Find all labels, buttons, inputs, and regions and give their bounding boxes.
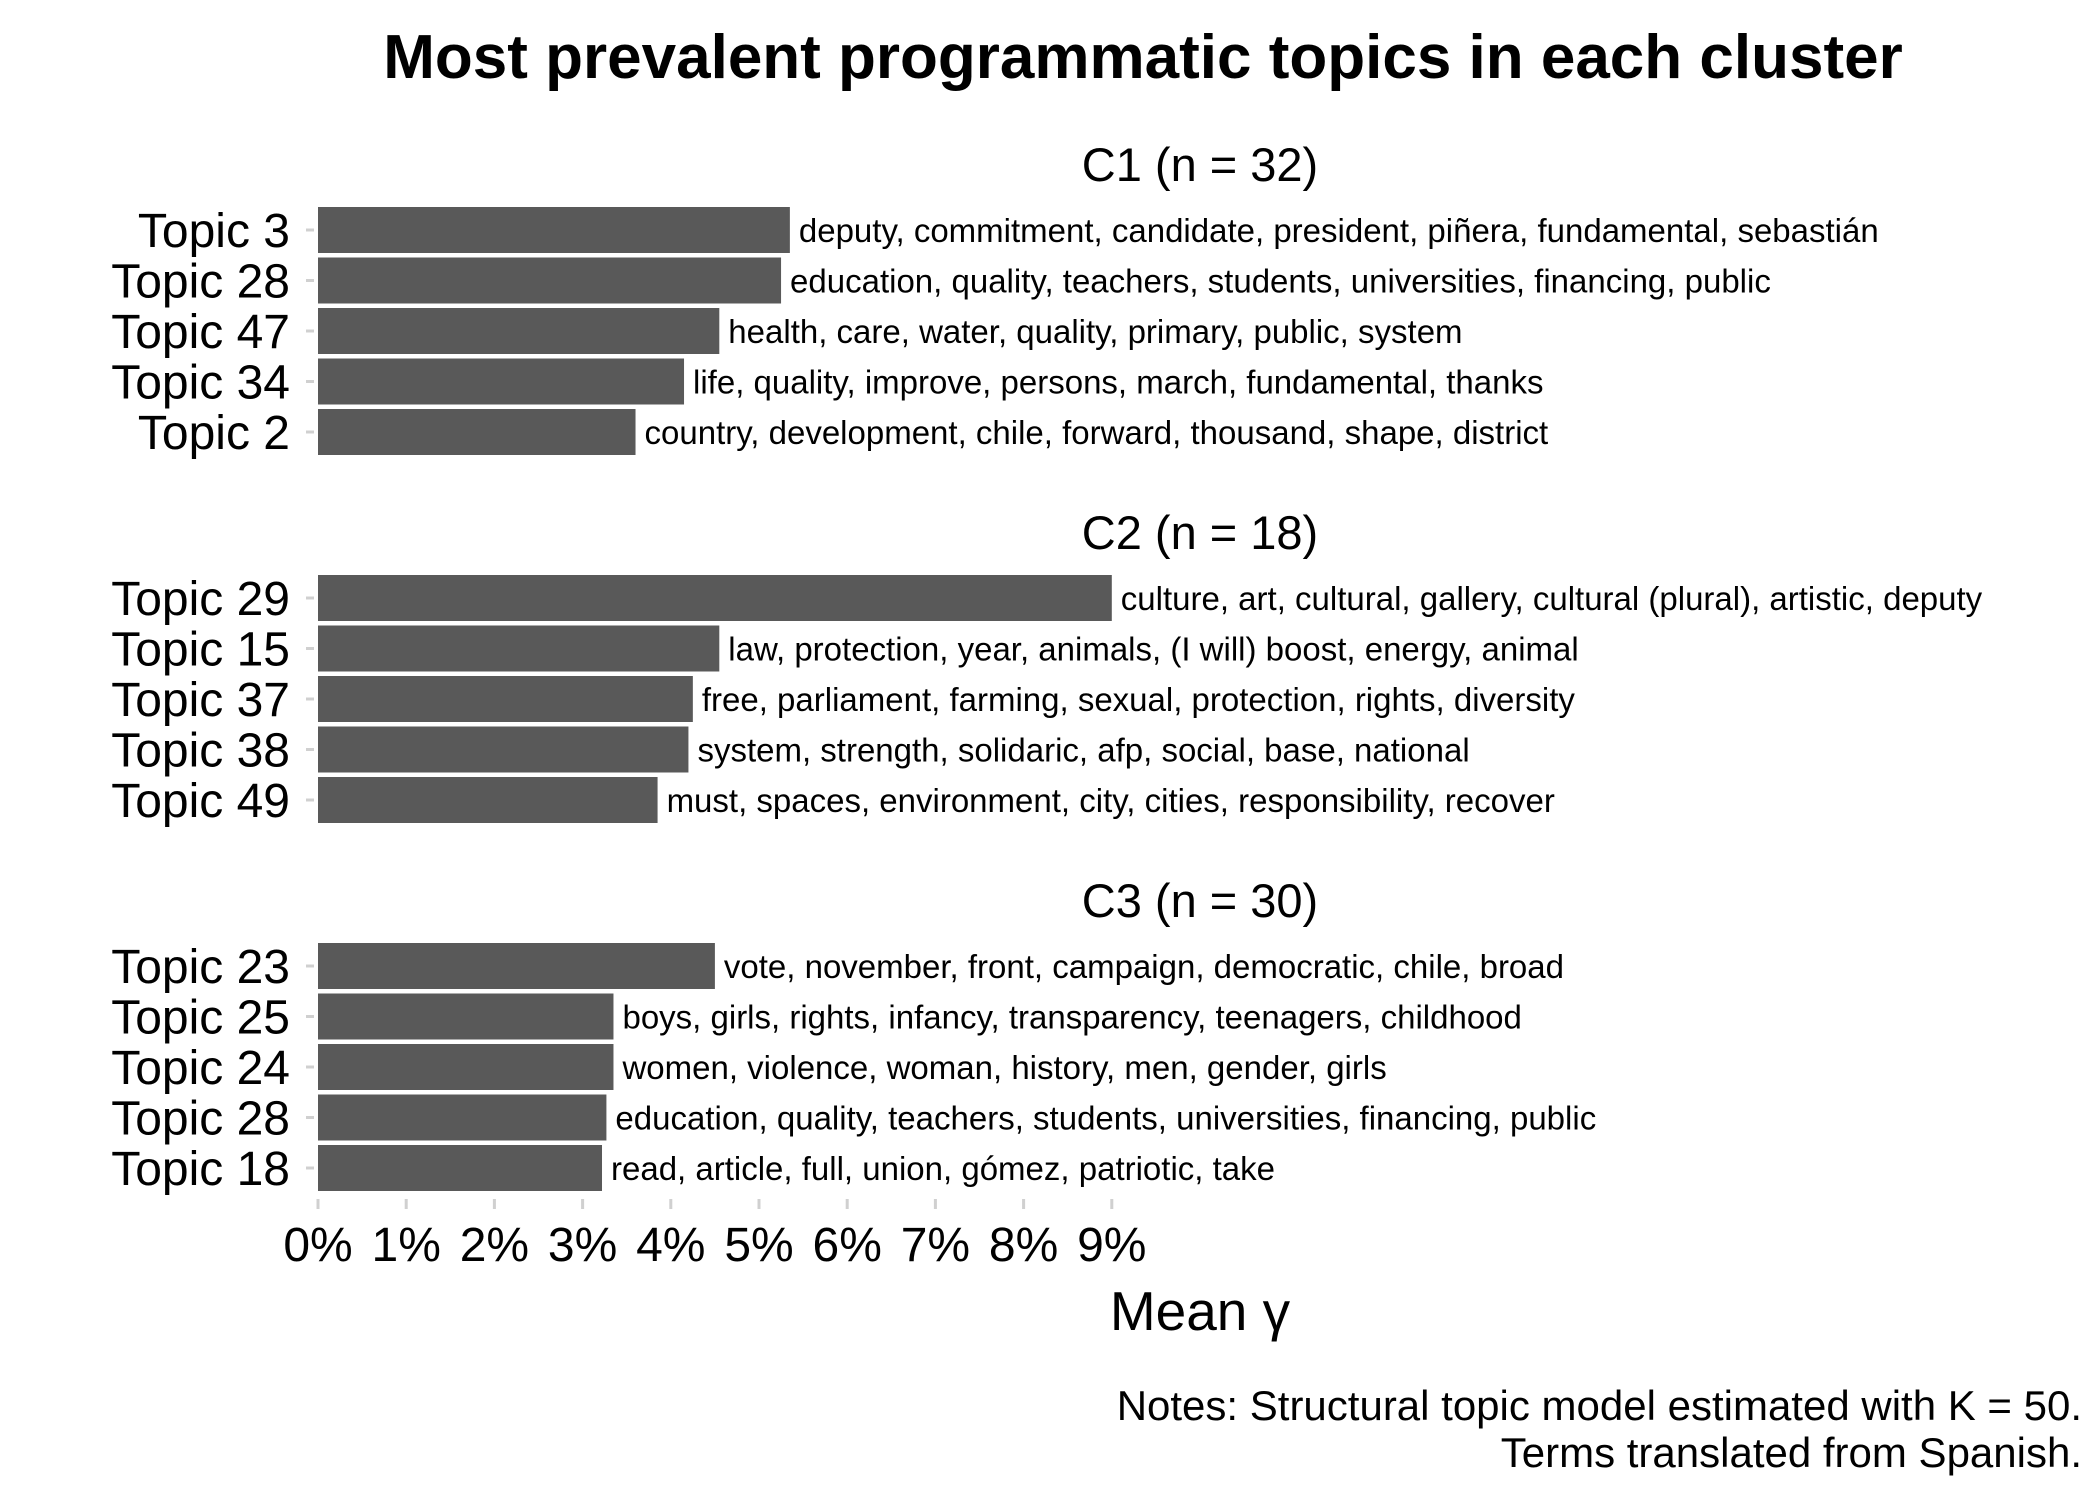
bar-terms-label: must, spaces, environment, city, cities,… <box>667 782 1555 819</box>
bar <box>318 676 693 722</box>
note-line-1: Notes: Structural topic model estimated … <box>1117 1382 2082 1429</box>
bar-terms-label: country, development, chile, forward, th… <box>645 414 1549 451</box>
bar <box>318 993 614 1040</box>
topic-label: Topic 15 <box>111 624 290 677</box>
topic-label: Topic 38 <box>111 725 290 778</box>
topic-label: Topic 18 <box>111 1143 290 1196</box>
topic-label: Topic 34 <box>111 357 290 410</box>
bar <box>318 358 685 405</box>
panel-2: C2 (n = 18) Topic 29 culture, art, cultura… <box>111 506 1982 828</box>
topic-label: Topic 25 <box>111 992 290 1045</box>
topic-label: Topic 3 <box>138 205 290 258</box>
bar-terms-label: boys, girls, rights, infancy, transparen… <box>622 999 1521 1036</box>
topic-label: Topic 28 <box>111 256 290 309</box>
topic-label: Topic 28 <box>111 1093 290 1146</box>
note-line-2: Terms translated from Spanish. <box>1501 1429 2082 1476</box>
bar <box>318 308 720 354</box>
x-tick-label: 5% <box>724 1219 793 1272</box>
panel-title: C3 (n = 30) <box>1082 874 1318 927</box>
x-tick-label: 3% <box>548 1219 617 1272</box>
x-axis-title: Mean γ <box>1110 1280 1291 1342</box>
topic-label: Topic 49 <box>111 775 290 828</box>
bar-terms-label: life, quality, improve, persons, march, … <box>693 364 1543 401</box>
x-tick-label: 4% <box>636 1219 705 1272</box>
bar <box>318 1145 603 1191</box>
topic-label: Topic 23 <box>111 941 290 994</box>
topic-label: Topic 37 <box>111 674 290 727</box>
x-tick-label: 6% <box>813 1219 882 1272</box>
panels: C1 (n = 32) Topic 3 deputy, commitment, ca… <box>111 138 1982 1196</box>
bar <box>318 943 715 989</box>
bar-terms-label: women, violence, woman, history, men, ge… <box>621 1049 1386 1086</box>
panel-title: C1 (n = 32) <box>1082 138 1318 191</box>
x-tick-label: 2% <box>460 1219 529 1272</box>
topic-label: Topic 24 <box>111 1042 290 1095</box>
bar <box>318 625 720 672</box>
bar <box>318 1094 607 1141</box>
bar-terms-label: read, article, full, union, gómez, patri… <box>611 1150 1275 1187</box>
bar-terms-label: education, quality, teachers, students, … <box>790 263 1771 300</box>
panel-1: C1 (n = 32) Topic 3 deputy, commitment, ca… <box>111 138 1879 460</box>
x-tick-label: 8% <box>989 1219 1058 1272</box>
chart-title: Most prevalent programmatic topics in ea… <box>383 23 1902 92</box>
bar-terms-label: free, parliament, farming, sexual, prote… <box>702 681 1576 718</box>
bar <box>318 726 689 773</box>
x-tick-label: 0% <box>283 1219 352 1272</box>
x-tick-label: 7% <box>901 1219 970 1272</box>
bar <box>318 777 658 823</box>
bar-terms-label: culture, art, cultural, gallery, cultura… <box>1121 580 1983 617</box>
topic-label: Topic 2 <box>138 407 290 460</box>
bar-terms-label: vote, november, front, campaign, democra… <box>724 948 1564 985</box>
bar <box>318 409 636 455</box>
x-axis: 0% 1% 2% 3% 4% 5% 6% 7% 8% 9% <box>283 1199 1146 1272</box>
bar-terms-label: health, care, water, quality, primary, p… <box>728 313 1462 350</box>
bar-terms-label: system, strength, solidaric, afp, social… <box>697 732 1469 769</box>
bar-terms-label: education, quality, teachers, students, … <box>615 1100 1596 1137</box>
bar-terms-label: deputy, commitment, candidate, president… <box>799 212 1879 249</box>
bar <box>318 575 1112 621</box>
topic-label: Topic 29 <box>111 573 290 626</box>
bar <box>318 257 782 304</box>
topic-label: Topic 47 <box>111 306 290 359</box>
bar <box>318 207 790 253</box>
x-tick-label: 1% <box>372 1219 441 1272</box>
bar-terms-label: law, protection, year, animals, (I will)… <box>728 631 1578 668</box>
panel-3: C3 (n = 30) Topic 23 vote, november, front… <box>111 874 1596 1196</box>
x-tick-label: 9% <box>1077 1219 1146 1272</box>
bar <box>318 1044 614 1090</box>
panel-title: C2 (n = 18) <box>1082 506 1318 559</box>
